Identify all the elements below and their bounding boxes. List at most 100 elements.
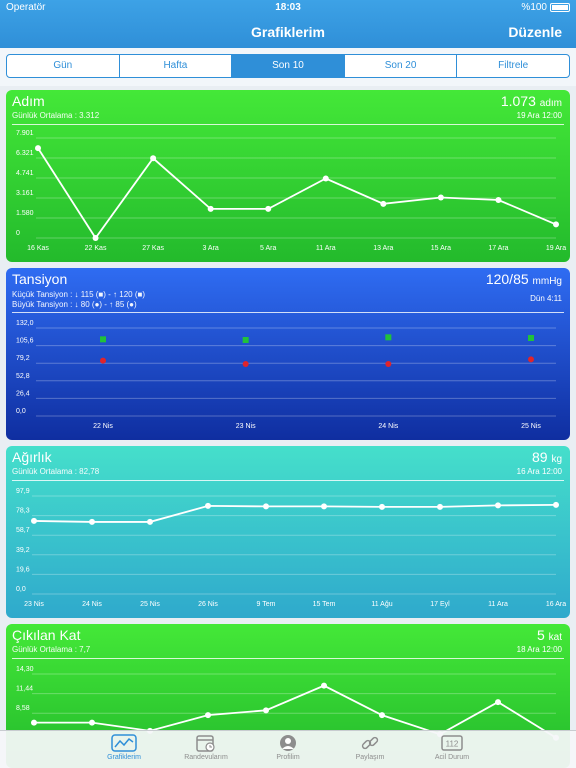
tab-appointments[interactable]: Randevularım — [165, 731, 247, 768]
card-systolic-range: Küçük Tansiyon : ↓ 115 (■) - ↑ 120 (■) — [12, 290, 145, 299]
link-icon — [361, 736, 379, 750]
y-tick-label: 6.321 — [16, 150, 34, 157]
card-divider — [12, 124, 564, 125]
data-point — [89, 518, 95, 525]
weight-card[interactable]: Ağırlık Günlük Ortalama : 82,78 89 kg 16… — [6, 446, 570, 618]
carrier-label: Operatör — [6, 2, 46, 13]
x-tick-label: 17 Eyl — [430, 601, 450, 608]
tab-label: Profilim — [276, 754, 300, 761]
tab-label: Randevularım — [184, 754, 228, 761]
data-point — [263, 503, 269, 510]
x-tick-label: 23 Nis — [24, 601, 44, 608]
systolic-marker — [100, 336, 106, 343]
x-tick-label: 16 Ara — [546, 601, 566, 608]
card-value: 5 kat — [537, 627, 562, 643]
x-tick-label: 25 Nis — [521, 423, 541, 430]
data-point — [92, 235, 99, 241]
emergency-112-icon: 112 — [441, 735, 463, 751]
diastolic-marker — [100, 357, 106, 364]
x-tick-label: 15 Tem — [313, 601, 336, 608]
card-date: 18 Ara 12:00 — [516, 645, 562, 654]
diastolic-marker — [242, 361, 249, 367]
y-tick-label: 78,3 — [16, 508, 30, 515]
card-average: Günlük Ortalama : 3.312 — [12, 111, 100, 120]
x-tick-label: 26 Nis — [198, 601, 218, 608]
segment-day[interactable]: Gün — [7, 55, 120, 77]
data-point — [495, 502, 501, 509]
card-value: 89 kg — [532, 449, 562, 465]
x-tick-label: 5 Ara — [260, 245, 276, 252]
y-tick-label: 3.161 — [16, 190, 34, 197]
x-tick-label: 3 Ara — [202, 245, 218, 252]
series-line — [37, 147, 557, 240]
nav-bar: Grafiklerim Düzenle — [0, 16, 576, 48]
card-divider — [12, 480, 564, 481]
weight-chart: 0,0 19,6 39,2 58,7 78,3 97,9 23 Nis 24 Nis 25 Ni… — [16, 488, 566, 608]
x-tick-label: 9 Tem — [257, 601, 276, 608]
range-selector-bar: Gün Hafta Son 10 Son 20 Filtrele — [0, 48, 576, 86]
value-number: 1.073 — [500, 93, 536, 109]
battery-indicator: %100 — [521, 2, 570, 13]
tab-profile[interactable]: Profilim — [247, 731, 329, 768]
series-line — [33, 504, 557, 523]
card-value: 120/85 mmHg — [486, 271, 562, 287]
y-tick-label: 97,9 — [16, 488, 30, 495]
value-unit: kg — [551, 454, 562, 465]
card-diastolic-range: Büyük Tansiyon : ↓ 80 (●) - ↑ 85 (●) — [12, 300, 137, 309]
data-point — [321, 682, 327, 689]
y-tick-label: 4.741 — [16, 170, 34, 177]
y-tick-label: 11,44 — [16, 686, 33, 693]
data-point — [379, 503, 385, 510]
x-tick-label: 15 Ara — [431, 245, 451, 252]
card-value: 1.073 adım — [501, 93, 562, 109]
data-point — [380, 200, 387, 207]
data-point — [263, 707, 269, 714]
data-point — [322, 175, 329, 182]
data-point — [207, 205, 214, 212]
x-tick-label: 24 Nis — [378, 423, 398, 430]
x-tick-label: 19 Ara — [546, 245, 566, 252]
segment-week[interactable]: Hafta — [120, 55, 233, 77]
data-point — [89, 719, 95, 726]
card-average: Günlük Ortalama : 82,78 — [12, 467, 100, 476]
y-tick-label: 0,0 — [16, 408, 26, 415]
tab-sharing[interactable]: Paylaşım — [329, 731, 411, 768]
segment-last-10[interactable]: Son 10 — [232, 55, 345, 77]
y-tick-label: 7.901 — [16, 130, 34, 137]
tab-emergency[interactable]: 112 Acil Durum — [411, 731, 493, 768]
value-unit: mmHg — [532, 276, 562, 287]
x-tick-label: 11 Ağu — [371, 601, 392, 608]
segment-last-20[interactable]: Son 20 — [345, 55, 458, 77]
segment-filter[interactable]: Filtrele — [498, 60, 529, 71]
data-point — [205, 502, 211, 509]
y-tick-label: 39,2 — [16, 547, 30, 554]
card-title: Ağırlık — [12, 449, 52, 465]
systolic-marker — [528, 335, 534, 341]
card-average: Günlük Ortalama : 7,7 — [12, 645, 91, 654]
systolic-marker — [242, 337, 249, 343]
y-tick-label: 8,58 — [16, 705, 30, 712]
top-header: Operatör 18:03 %100 Grafiklerim Düzenle — [0, 0, 576, 48]
x-tick-label: 11 Ara — [488, 601, 508, 608]
tab-charts[interactable]: Grafiklerim — [83, 731, 165, 768]
blood-pressure-card[interactable]: Tansiyon Küçük Tansiyon : ↓ 115 (■) - ↑ … — [6, 268, 570, 440]
card-divider — [12, 312, 564, 313]
status-bar: Operatör 18:03 %100 — [0, 0, 576, 16]
data-point — [205, 712, 211, 719]
systolic-marker — [385, 334, 392, 341]
steps-card[interactable]: Adım Günlük Ortalama : 3.312 1.073 adım … — [6, 90, 570, 262]
series-line — [34, 684, 557, 739]
y-tick-label: 26,4 — [16, 390, 30, 397]
card-date: Dün 4:11 — [530, 294, 562, 303]
diastolic-marker — [385, 361, 392, 367]
edit-button[interactable]: Düzenle — [508, 24, 562, 40]
calendar-clock-icon — [196, 735, 215, 752]
data-point — [35, 145, 41, 152]
x-tick-label: 11 Ara — [316, 245, 336, 252]
data-point — [379, 712, 385, 719]
y-tick-label: 19,6 — [16, 566, 30, 573]
svg-text:112: 112 — [446, 740, 459, 749]
card-date: 16 Ara 12:00 — [516, 467, 562, 476]
data-point — [495, 699, 501, 706]
y-tick-label: 0,0 — [16, 586, 26, 593]
